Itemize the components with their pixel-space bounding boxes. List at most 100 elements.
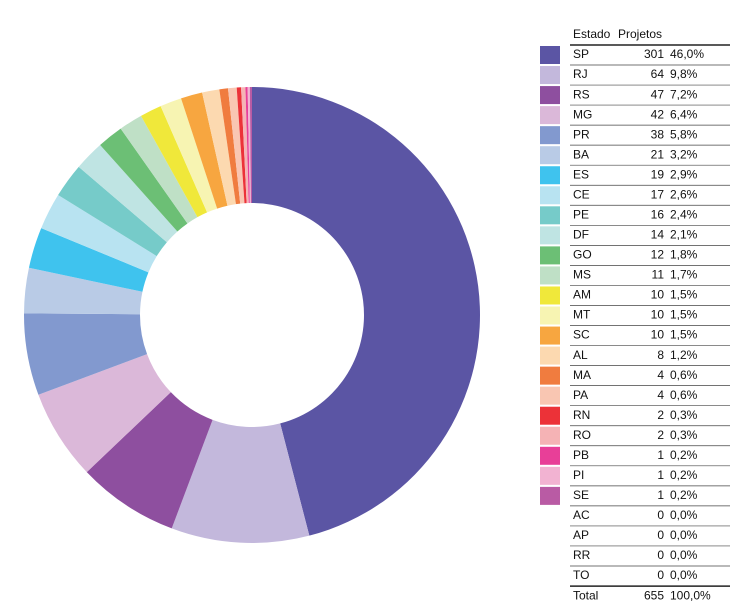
donut-slice — [227, 87, 245, 204]
donut-slice — [100, 128, 188, 232]
state-label: GO — [573, 248, 592, 262]
state-label: PA — [573, 388, 588, 402]
share-label: 1,2% — [670, 348, 698, 362]
state-label: AC — [573, 508, 590, 522]
share-label: 6,4% — [670, 107, 698, 121]
state-label: PR — [573, 127, 590, 141]
state-label: BA — [573, 147, 589, 161]
legend-swatch — [540, 166, 560, 185]
share-label: 5,8% — [670, 127, 698, 141]
legend-swatch — [540, 226, 560, 245]
share-label: 2,4% — [670, 207, 698, 221]
count-label: 1 — [657, 488, 664, 502]
share-label: 0,2% — [670, 468, 698, 482]
legend-swatch — [540, 126, 560, 145]
state-label: PE — [573, 207, 589, 221]
legend-swatch — [540, 426, 560, 445]
share-label: 9,8% — [670, 67, 698, 81]
donut-slice — [245, 87, 250, 204]
legend-swatch — [540, 186, 560, 205]
legend-swatch — [540, 346, 560, 365]
donut-slice — [181, 92, 228, 209]
share-label: 0,0% — [670, 528, 698, 542]
share-label: 2,1% — [670, 228, 698, 242]
state-label: AL — [573, 348, 588, 362]
state-label: AP — [573, 528, 589, 542]
state-label: DF — [573, 228, 589, 242]
legend-swatch — [540, 466, 560, 485]
count-label: 12 — [651, 248, 665, 262]
legend-swatch — [540, 366, 560, 385]
legend-swatch — [540, 306, 560, 325]
donut-slice — [24, 267, 143, 315]
share-label: 1,5% — [670, 308, 698, 322]
count-label: 1 — [657, 448, 664, 462]
count-label: 47 — [651, 87, 665, 101]
legend-swatch — [540, 406, 560, 425]
state-label: MA — [573, 368, 591, 382]
donut-slice — [78, 144, 178, 243]
share-label: 0,3% — [670, 408, 698, 422]
share-label: 0,2% — [670, 488, 698, 502]
share-label: 0,0% — [670, 548, 698, 562]
donut-slice — [247, 87, 251, 204]
state-label: RO — [573, 428, 591, 442]
state-label: RN — [573, 408, 590, 422]
count-label: 14 — [651, 228, 665, 242]
state-label: ES — [573, 167, 589, 181]
legend-swatch — [540, 486, 560, 505]
donut-slice — [24, 313, 148, 395]
donut-slice — [38, 354, 171, 473]
count-label: 19 — [651, 167, 665, 181]
total-label: Total — [573, 588, 598, 602]
header-count: Projetos — [618, 27, 662, 41]
count-label: 11 — [652, 268, 665, 282]
share-label: 46,0% — [670, 47, 704, 61]
count-label: 301 — [644, 47, 664, 61]
count-label: 42 — [651, 107, 665, 121]
count-label: 10 — [651, 308, 665, 322]
legend-swatch — [540, 246, 560, 265]
count-label: 10 — [651, 288, 665, 302]
share-label: 3,2% — [670, 147, 698, 161]
count-label: 64 — [651, 67, 665, 81]
share-label: 0,2% — [670, 448, 698, 462]
count-label: 17 — [651, 187, 665, 201]
legend-swatch — [540, 206, 560, 225]
share-label: 1,5% — [670, 288, 698, 302]
count-label: 1 — [657, 468, 664, 482]
count-label: 4 — [657, 368, 664, 382]
share-label: 0,6% — [670, 388, 698, 402]
state-label: PB — [573, 448, 589, 462]
total-count: 655 — [644, 588, 664, 602]
state-label: RR — [573, 548, 591, 562]
share-label: 0,6% — [670, 368, 698, 382]
count-label: 2 — [657, 408, 664, 422]
legend-swatch — [540, 266, 560, 285]
count-label: 21 — [651, 147, 665, 161]
legend-swatch — [540, 106, 560, 125]
share-label: 1,7% — [670, 268, 698, 282]
legend-swatch — [540, 66, 560, 85]
state-label: SP — [573, 47, 589, 61]
state-label: CE — [573, 187, 590, 201]
share-label: 1,8% — [670, 248, 698, 262]
donut-slice — [241, 87, 249, 204]
count-label: 0 — [657, 548, 664, 562]
legend-swatch — [540, 386, 560, 405]
legend-swatch — [540, 326, 560, 345]
share-label: 0,0% — [670, 568, 698, 582]
state-label: MT — [573, 308, 591, 322]
donut-slice — [236, 87, 247, 204]
donut-slice — [120, 115, 198, 224]
legend-swatch — [540, 86, 560, 105]
count-label: 10 — [651, 328, 665, 342]
legend-swatch — [540, 46, 560, 64]
donut-slice — [28, 228, 149, 292]
count-label: 16 — [651, 207, 665, 221]
legend-swatch — [540, 286, 560, 305]
count-label: 0 — [657, 528, 664, 542]
donut-slice — [58, 166, 167, 257]
legend-swatch — [540, 146, 560, 165]
